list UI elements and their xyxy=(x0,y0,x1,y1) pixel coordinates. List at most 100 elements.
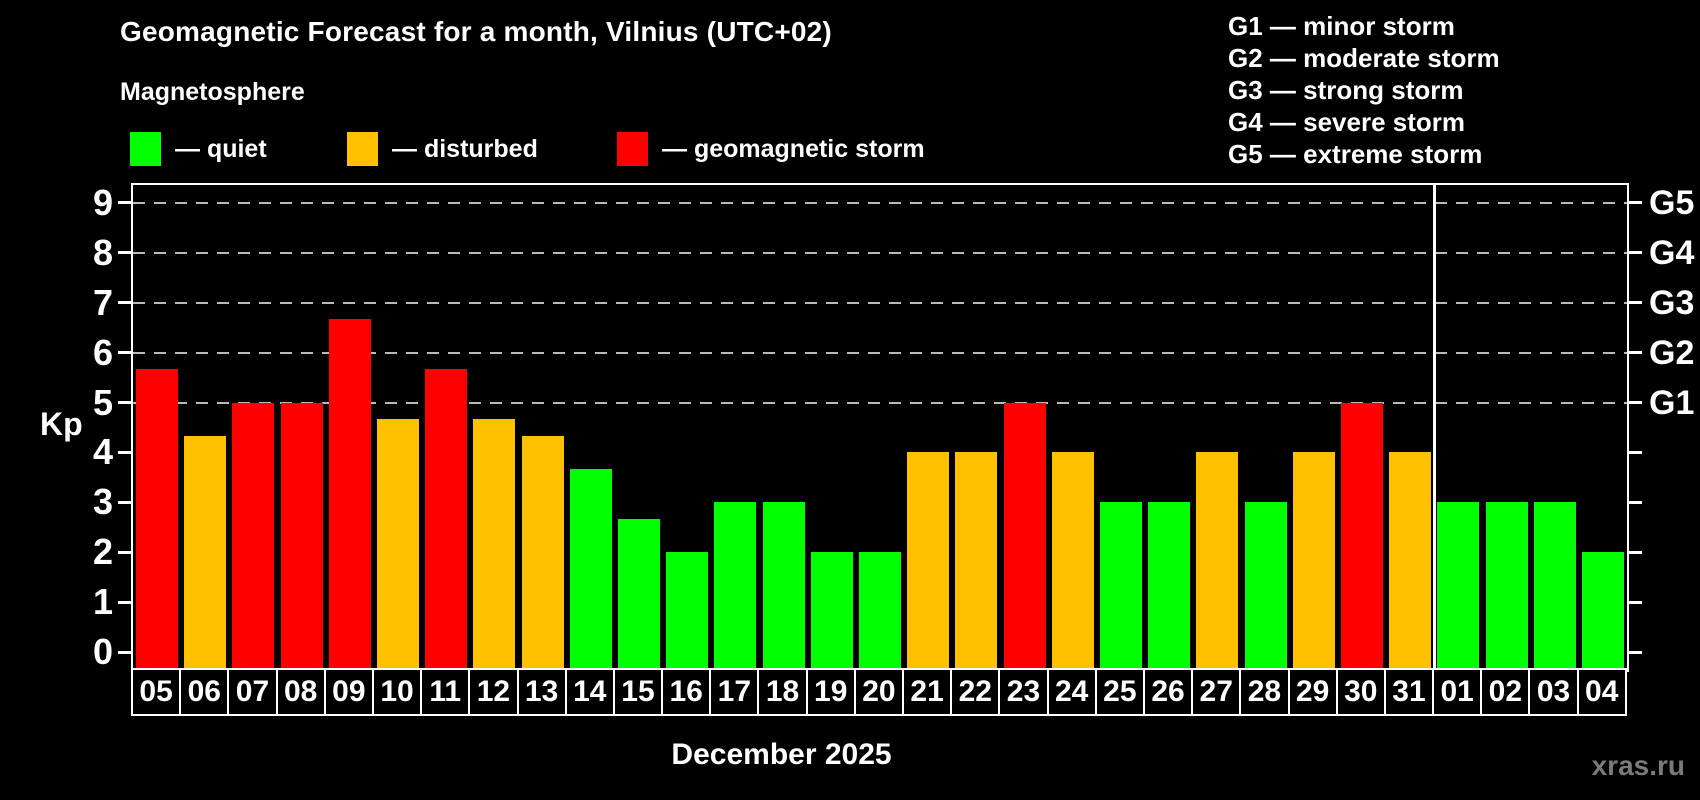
day-label-23: 23 xyxy=(998,668,1049,716)
y-axis-label-5: 5 xyxy=(92,381,113,423)
day-label-20: 20 xyxy=(853,668,904,716)
day-label-12: 12 xyxy=(468,668,519,716)
day-label-18: 18 xyxy=(757,668,808,716)
y-axis-label-6: 6 xyxy=(92,331,113,373)
legend-item-disturbed: — disturbed xyxy=(347,132,538,166)
left-tick-2 xyxy=(118,550,131,554)
chart-title: Geomagnetic Forecast for a month, Vilniu… xyxy=(120,16,832,47)
bar-day-10 xyxy=(377,418,420,670)
right-tick-6 xyxy=(1629,351,1642,355)
x-axis-title: December 2025 xyxy=(671,738,892,771)
day-label-11: 11 xyxy=(420,668,471,716)
bar-day-02 xyxy=(1485,502,1528,670)
day-label-17: 17 xyxy=(709,668,760,716)
bar-day-28 xyxy=(1244,502,1287,670)
right-tick-0 xyxy=(1629,650,1642,654)
bar-day-26 xyxy=(1148,502,1191,670)
g-axis-label-G5: G5 xyxy=(1649,183,1695,222)
day-label-06: 06 xyxy=(179,668,230,716)
plot-area: 0 1 2 3 4 5 6 7 8 9 G1 G2 G3 G4 G5 xyxy=(93,182,1694,672)
gridline-kp-5 xyxy=(133,401,1627,404)
right-tick-2 xyxy=(1629,550,1642,554)
bar-day-04 xyxy=(1581,552,1624,670)
bar-day-05 xyxy=(136,369,179,670)
left-tick-1 xyxy=(118,600,131,604)
bar-day-27 xyxy=(1196,452,1239,670)
day-label-16: 16 xyxy=(661,668,712,716)
day-label-25: 25 xyxy=(1094,668,1145,716)
legend-label-storm: — geomagnetic storm xyxy=(662,134,925,163)
left-tick-7 xyxy=(118,301,131,305)
g-legend-line-3: G3 — strong storm xyxy=(1228,75,1464,105)
day-label-09: 09 xyxy=(323,668,374,716)
left-tick-0 xyxy=(118,650,131,654)
day-label-14: 14 xyxy=(564,668,615,716)
day-label-08: 08 xyxy=(275,668,326,716)
y-axis-label-2: 2 xyxy=(92,531,113,573)
g-axis-label-G3: G3 xyxy=(1649,283,1695,322)
bar-day-15 xyxy=(618,518,661,670)
bar-day-21 xyxy=(907,452,950,670)
left-tick-9 xyxy=(118,201,131,205)
y-axis-label-4: 4 xyxy=(92,431,113,473)
right-tick-8 xyxy=(1629,251,1642,255)
left-tick-3 xyxy=(118,500,131,504)
day-label-22: 22 xyxy=(950,668,1001,716)
g-axis-label-G4: G4 xyxy=(1649,233,1695,272)
bar-day-12 xyxy=(473,418,516,670)
day-label-28: 28 xyxy=(1239,668,1290,716)
bar-day-24 xyxy=(1051,452,1094,670)
bar-day-14 xyxy=(569,468,612,670)
storm-color-swatch xyxy=(617,132,648,166)
gridline-kp-8 xyxy=(133,251,1627,254)
bar-day-29 xyxy=(1292,452,1335,670)
bar-day-17 xyxy=(714,502,757,670)
legend-label-quiet: — quiet xyxy=(175,134,267,163)
g-legend-line-5: G5 — extreme storm xyxy=(1228,139,1483,169)
bar-day-23 xyxy=(1003,402,1046,670)
y-axis-label-3: 3 xyxy=(92,481,113,523)
chart-subtitle: Magnetosphere xyxy=(120,78,305,106)
day-label-10: 10 xyxy=(371,668,423,716)
gridline-kp-9 xyxy=(133,201,1627,204)
bar-day-03 xyxy=(1533,502,1576,670)
day-label-15: 15 xyxy=(612,668,664,716)
bar-day-30 xyxy=(1340,402,1383,670)
bar-day-20 xyxy=(859,552,901,670)
right-tick-9 xyxy=(1629,201,1642,205)
bar-day-16 xyxy=(666,552,709,670)
day-label-29: 29 xyxy=(1287,668,1338,716)
right-tick-4 xyxy=(1629,450,1642,454)
bar-day-07 xyxy=(232,402,275,670)
y-axis-label-9: 9 xyxy=(92,181,113,223)
day-label-24: 24 xyxy=(1046,668,1097,716)
bar-day-01 xyxy=(1437,502,1480,670)
x-axis-day-labels: 05 06 07 08 09 10 11 12 13 14 15 16 17 18 19 20 21 22 23 24… xyxy=(131,668,1629,716)
left-tick-6 xyxy=(118,351,131,355)
day-label-03: 03 xyxy=(1528,668,1579,716)
y-axis-title: Kp xyxy=(40,406,83,442)
bar-day-18 xyxy=(762,502,805,670)
legend-item-quiet: — quiet xyxy=(130,132,267,166)
bar-day-11 xyxy=(425,369,468,670)
y-axis-label-0: 0 xyxy=(92,631,113,672)
left-tick-5 xyxy=(118,401,131,404)
quiet-color-swatch xyxy=(130,132,161,166)
day-label-13: 13 xyxy=(516,668,567,716)
day-label-02: 02 xyxy=(1480,668,1531,716)
disturbed-color-swatch xyxy=(347,132,378,166)
right-tick-7 xyxy=(1629,301,1642,305)
g-legend-line-2: G2 — moderate storm xyxy=(1228,43,1500,73)
right-tick-5 xyxy=(1629,401,1642,404)
bar-day-19 xyxy=(810,552,853,670)
day-label-19: 19 xyxy=(805,668,856,716)
day-label-04: 04 xyxy=(1576,668,1627,716)
y-axis-label-1: 1 xyxy=(92,581,113,623)
day-label-05: 05 xyxy=(131,668,182,716)
day-label-01: 01 xyxy=(1432,668,1483,716)
bar-day-22 xyxy=(955,452,998,670)
bar-day-13 xyxy=(521,435,564,670)
g-scale-legend: G1 — minor storm G2 — moderate storm G3 — … xyxy=(1228,10,1500,170)
left-tick-4 xyxy=(118,450,131,454)
